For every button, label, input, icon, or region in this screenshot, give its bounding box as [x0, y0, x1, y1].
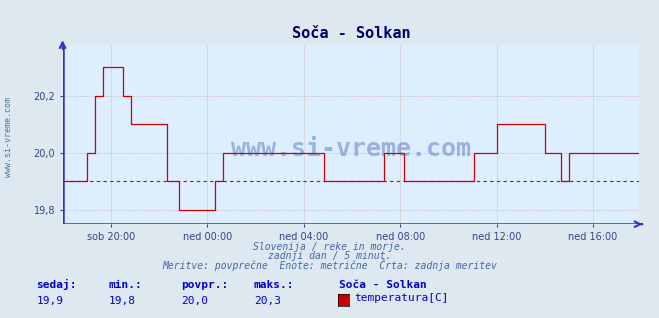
Text: www.si-vreme.com: www.si-vreme.com — [4, 97, 13, 177]
Text: Slovenija / reke in morje.: Slovenija / reke in morje. — [253, 242, 406, 252]
Text: www.si-vreme.com: www.si-vreme.com — [231, 137, 471, 161]
Text: 19,8: 19,8 — [109, 296, 136, 306]
Text: sedaj:: sedaj: — [36, 279, 76, 290]
Text: min.:: min.: — [109, 280, 142, 290]
Text: maks.:: maks.: — [254, 280, 294, 290]
Text: 19,9: 19,9 — [36, 296, 63, 306]
Text: zadnji dan / 5 minut.: zadnji dan / 5 minut. — [268, 251, 391, 261]
Text: 20,3: 20,3 — [254, 296, 281, 306]
Title: Soča - Solkan: Soča - Solkan — [291, 25, 411, 41]
Text: povpr.:: povpr.: — [181, 280, 229, 290]
Text: temperatura[C]: temperatura[C] — [355, 294, 449, 303]
Text: Meritve: povprečne  Enote: metrične  Črta: zadnja meritev: Meritve: povprečne Enote: metrične Črta:… — [162, 259, 497, 271]
Text: 20,0: 20,0 — [181, 296, 208, 306]
Text: Soča - Solkan: Soča - Solkan — [339, 280, 427, 290]
